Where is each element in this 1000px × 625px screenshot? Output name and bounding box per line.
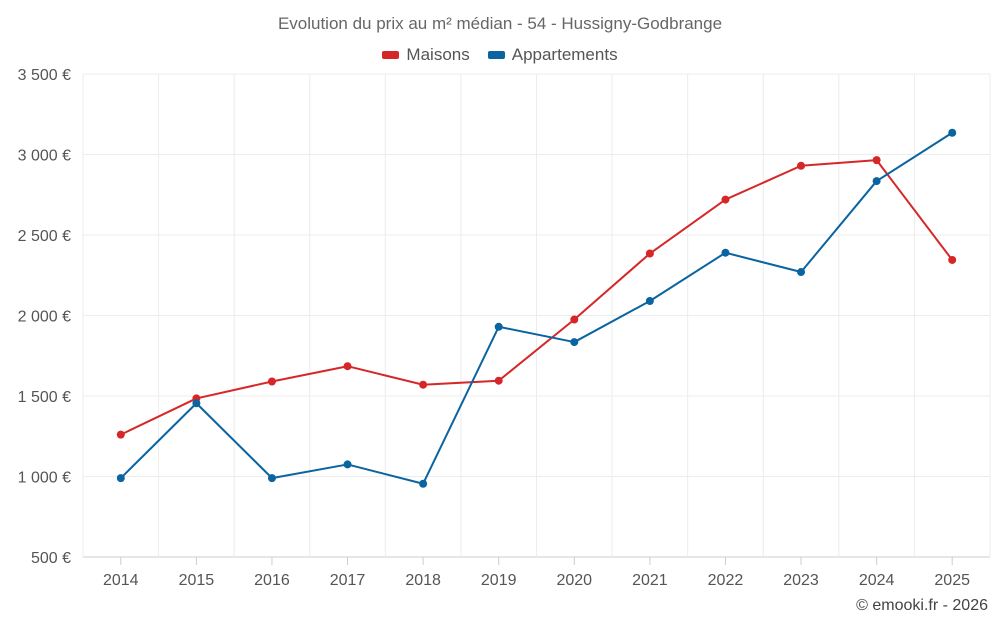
x-tick-label: 2018 — [405, 572, 441, 589]
data-point-appartements — [419, 479, 428, 488]
x-tick-label: 2025 — [934, 572, 970, 589]
x-tick-label: 2015 — [179, 572, 215, 589]
data-point-appartements — [570, 338, 579, 347]
legend-item-maisons[interactable]: Maisons — [382, 45, 470, 65]
y-tick-label: 500 € — [31, 550, 71, 567]
x-tick-label: 2024 — [859, 572, 895, 589]
legend-item-appartements[interactable]: Appartements — [487, 45, 618, 65]
legend-label-maisons: Maisons — [406, 45, 470, 64]
data-point-appartements — [192, 399, 201, 408]
data-point-maisons — [797, 161, 806, 170]
series-line-maisons — [120, 159, 954, 436]
x-tick-label: 2021 — [632, 572, 668, 589]
data-point-appartements — [721, 248, 730, 257]
x-tick-label: 2016 — [254, 572, 290, 589]
data-point-appartements — [872, 177, 881, 186]
series-line-appartements — [120, 131, 953, 485]
legend-label-appartements: Appartements — [511, 45, 618, 64]
data-point-appartements — [343, 460, 352, 469]
legend-swatch-maisons — [382, 51, 400, 59]
data-point-appartements — [116, 474, 125, 483]
data-point-appartements — [494, 322, 503, 331]
data-point-appartements — [267, 474, 276, 483]
data-point-appartements — [948, 128, 957, 137]
y-tick-label: 1 000 € — [18, 470, 71, 487]
legend-swatch-appartements — [487, 51, 505, 59]
data-point-maisons — [570, 315, 579, 324]
data-point-appartements — [797, 268, 806, 277]
y-tick-label: 1 500 € — [18, 389, 71, 406]
x-tick-label: 2022 — [708, 572, 744, 589]
data-point-maisons — [494, 376, 503, 385]
data-point-maisons — [116, 430, 125, 439]
y-tick-label: 2 500 € — [18, 228, 71, 245]
x-tick-label: 2014 — [103, 572, 139, 589]
data-point-maisons — [645, 249, 654, 258]
data-point-maisons — [419, 380, 428, 389]
x-tick-label: 2023 — [783, 572, 819, 589]
x-tick-label: 2019 — [481, 572, 517, 589]
data-point-maisons — [721, 195, 730, 204]
data-point-maisons — [872, 156, 881, 165]
chart-title: Evolution du prix au m² médian - 54 - Hu… — [277, 14, 723, 33]
y-tick-label: 2 000 € — [18, 309, 71, 326]
x-tick-label: 2017 — [330, 572, 366, 589]
y-tick-label: 3 000 € — [18, 148, 71, 165]
data-point-maisons — [948, 255, 957, 264]
y-tick-label: 3 500 € — [18, 67, 71, 84]
data-point-maisons — [267, 377, 276, 386]
data-point-appartements — [645, 297, 654, 306]
legend: Maisons Appartements — [0, 45, 1000, 65]
data-point-maisons — [343, 362, 352, 371]
x-tick-label: 2020 — [556, 572, 592, 589]
credit-text: © emooki.fr - 2026 — [856, 597, 988, 614]
